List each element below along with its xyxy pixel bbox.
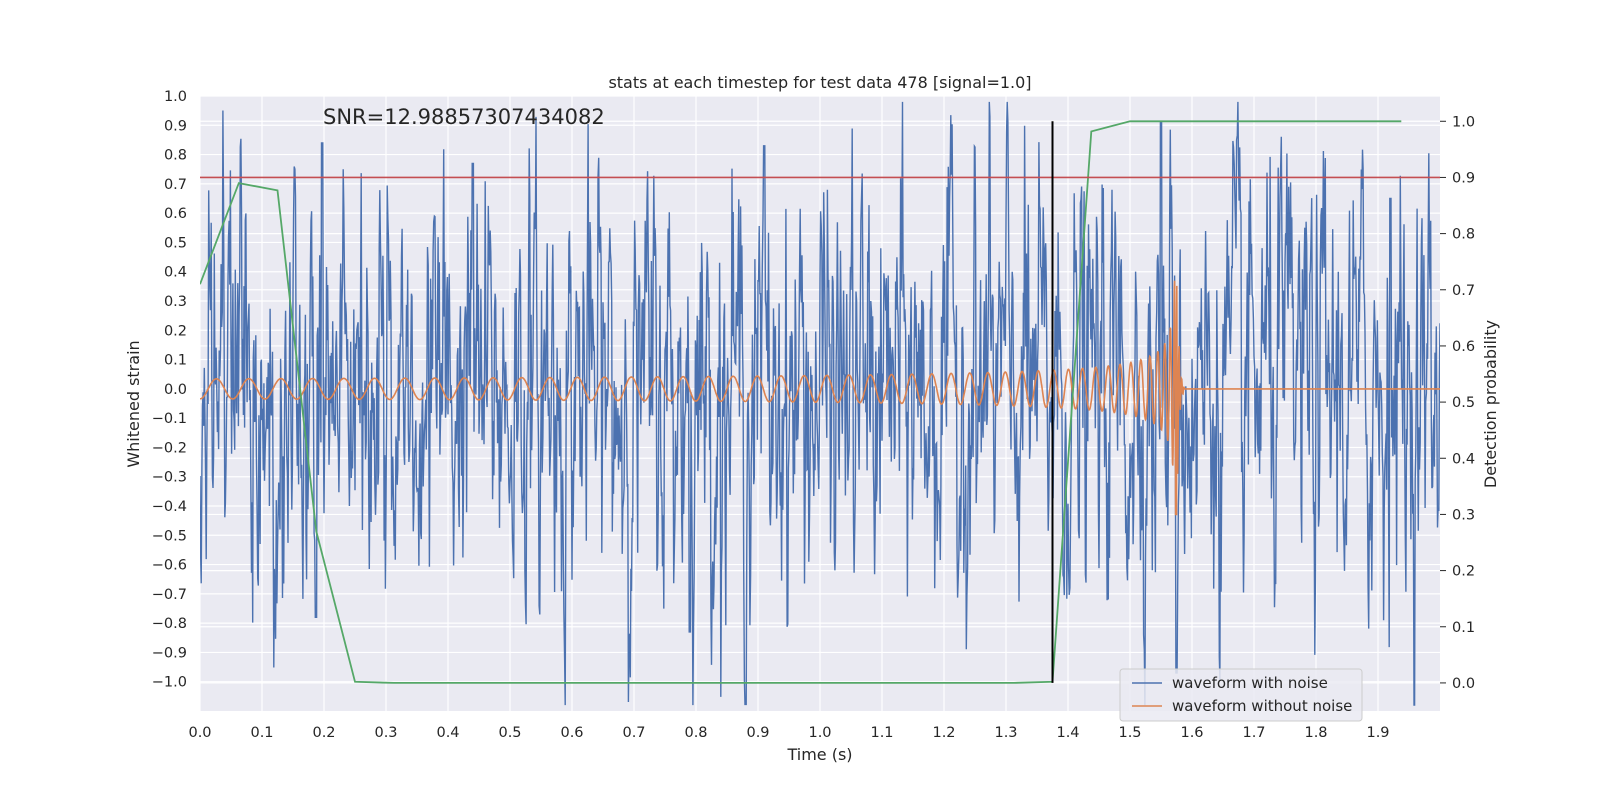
y-tick-label: 0.8 [164, 148, 187, 164]
x-tick-label: 0.6 [560, 725, 583, 741]
y-right-tick-label: 0.4 [1452, 451, 1475, 467]
y-tick-label: 0.1 [164, 353, 187, 369]
x-tick-label: 0.2 [312, 725, 335, 741]
y-tick-label: 0.4 [164, 265, 187, 281]
x-tick-label: 1.7 [1242, 725, 1265, 741]
legend-label-noisy: waveform with noise [1172, 674, 1328, 692]
y-right-tick-labels: 1.0 0.9 0.8 0.7 0.6 0.5 0.4 0.3 0.2 0.1 0.0 [1440, 114, 1475, 692]
y-tick-label: −0.7 [152, 587, 187, 603]
y-axis-label: Whitened strain [124, 340, 143, 467]
y-tick-label: −0.9 [152, 645, 187, 661]
x-tick-label: 0.1 [250, 725, 273, 741]
y-tick-labels: 1.0 0.9 0.8 0.7 0.6 0.5 0.4 0.3 0.2 0.1 0.0 −0.1 −0.… [152, 89, 187, 691]
x-tick-label: 0.3 [374, 725, 397, 741]
x-tick-label: 1.4 [1056, 725, 1079, 741]
y-tick-label: 0.3 [164, 294, 187, 310]
snr-annotation: SNR=12.98857307434082 [323, 105, 605, 129]
x-tick-label: 0.0 [188, 725, 211, 741]
y-right-tick-label: 0.1 [1452, 620, 1475, 636]
y-right-tick-label: 0.9 [1452, 170, 1475, 186]
chart-title: stats at each timestep for test data 478… [608, 73, 1031, 92]
x-tick-label: 1.3 [994, 725, 1017, 741]
detection-probability-line [200, 120, 1402, 684]
legend: waveform with noise waveform without noi… [1119, 668, 1363, 722]
x-tick-labels: 0.0 0.1 0.2 0.3 0.4 0.5 0.6 0.7 0.8 0.9 1.0 1.1 1.2 1… [188, 725, 1389, 741]
y-tick-label: 0.2 [164, 323, 187, 339]
y-tick-label: 0.0 [164, 382, 187, 398]
y-tick-label: −0.8 [152, 616, 187, 632]
y-tick-label: −0.3 [152, 470, 187, 486]
y-tick-label: 0.9 [164, 118, 187, 134]
series-waveform-without-noise [200, 280, 1440, 516]
legend-box [1119, 668, 1363, 722]
y-tick-label: −0.6 [152, 558, 187, 574]
y-right-tick-label: 0.7 [1452, 283, 1475, 299]
y-right-tick-label: 1.0 [1452, 114, 1475, 130]
y-right-tick-label: 0.0 [1452, 676, 1475, 692]
x-tick-label: 1.5 [1118, 725, 1141, 741]
legend-label-clean: waveform without noise [1172, 697, 1352, 715]
y-tick-label: 0.5 [164, 235, 187, 251]
y-right-tick-label: 0.6 [1452, 339, 1475, 355]
x-tick-label: 1.6 [1180, 725, 1203, 741]
y-right-tick-label: 0.2 [1452, 564, 1475, 580]
y-tick-label: −0.2 [152, 440, 187, 456]
y-tick-label: 0.7 [164, 177, 187, 193]
noisy-waveform-line [200, 101, 1440, 706]
y-right-tick-label: 0.8 [1452, 227, 1475, 243]
x-tick-label: 0.7 [622, 725, 645, 741]
x-tick-label: 1.0 [808, 725, 831, 741]
y-tick-label: −0.4 [152, 499, 187, 515]
y-tick-label: −0.5 [152, 528, 187, 544]
series-waveform-with-noise [200, 101, 1440, 706]
y-right-tick-label: 0.5 [1452, 395, 1475, 411]
y-tick-label: −0.1 [152, 411, 187, 427]
x-axis-label: Time (s) [786, 745, 852, 764]
x-tick-label: 1.2 [932, 725, 955, 741]
x-tick-label: 1.1 [870, 725, 893, 741]
x-tick-label: 0.8 [684, 725, 707, 741]
x-tick-label: 0.5 [498, 725, 521, 741]
y-tick-label: 0.6 [164, 206, 187, 222]
clean-waveform-line [200, 280, 1440, 516]
y-right-axis-label: Detection probability [1481, 320, 1500, 488]
plot-area [200, 101, 1440, 706]
y-tick-label: 1.0 [164, 89, 187, 105]
x-tick-label: 1.9 [1366, 725, 1389, 741]
x-tick-label: 0.9 [746, 725, 769, 741]
x-tick-label: 1.8 [1304, 725, 1327, 741]
y-right-tick-label: 0.3 [1452, 507, 1475, 523]
y-tick-label: −1.0 [152, 675, 187, 691]
x-tick-label: 0.4 [436, 725, 459, 741]
